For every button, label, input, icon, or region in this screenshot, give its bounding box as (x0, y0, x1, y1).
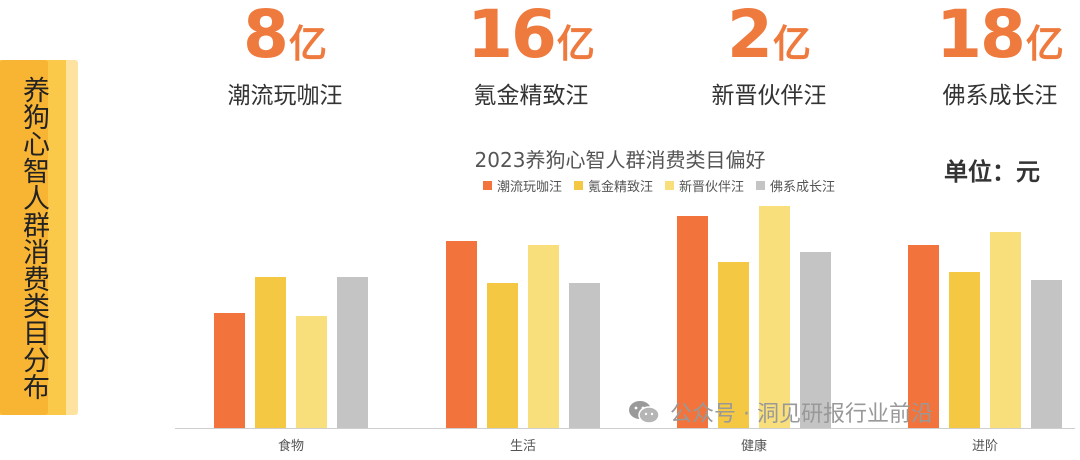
side-label-text: 养狗心智人群消费类目分布 (18, 76, 49, 400)
legend-swatch-1 (483, 180, 492, 190)
legend-swatch-3 (665, 180, 675, 190)
watermark-text: 公众号 · 洞见研报行业前沿 (670, 402, 933, 427)
kpi-2: 16亿 氪金精致汪 (421, 0, 641, 110)
side-band-inner (0, 60, 48, 415)
kpi-4-name: 佛系成长汪 (942, 83, 1058, 109)
legend-label-3: 新晋伙伴汪 (679, 179, 745, 195)
kpi-3: 2亿 新晋伙伴汪 (659, 0, 879, 110)
watermark: 公众号 · 洞见研报行业前沿 (628, 396, 933, 428)
bar-进阶-佛系成长汪 (1031, 280, 1062, 428)
x-tick-label: 进阶 (972, 439, 998, 454)
x-tick-label: 食物 (278, 438, 304, 454)
bar-进阶-新晋伙伴汪 (990, 232, 1021, 428)
legend-swatch-2 (574, 180, 584, 190)
kpi-3-name: 新晋伙伴汪 (711, 83, 827, 109)
bar-健康-佛系成长汪 (800, 252, 831, 428)
unit-label: 单位：元 (944, 158, 1040, 186)
bar-进阶-氪金精致汪 (949, 272, 980, 428)
legend-item-1: 潮流玩咖汪 (483, 176, 562, 195)
legend-item-3: 新晋伙伴汪 (665, 176, 744, 195)
bar-健康-氪金精致汪 (718, 262, 749, 428)
bar-生活-佛系成长汪 (569, 283, 600, 428)
bar-进阶-潮流玩咖汪 (908, 245, 939, 428)
kpi-2-name: 氪金精致汪 (473, 83, 589, 109)
kpi-4: 18亿 佛系成长汪 (890, 0, 1080, 110)
kpi-1-name: 潮流玩咖汪 (227, 83, 343, 109)
kpi-4-value: 18亿 (936, 0, 1064, 73)
bar-生活-新晋伙伴汪 (528, 245, 559, 428)
kpi-2-value: 16亿 (467, 0, 595, 73)
bar-生活-潮流玩咖汪 (446, 241, 477, 428)
wechat-icon (628, 399, 660, 425)
kpi-1: 8亿 潮流玩咖汪 (175, 0, 395, 110)
x-tick-label: 生活 (510, 439, 536, 454)
chart-title: 2023养狗心智人群消费类目偏好 (474, 148, 766, 172)
kpi-3-value: 2亿 (727, 0, 811, 73)
kpi-1-value: 8亿 (243, 0, 327, 73)
x-tick-label: 健康 (741, 438, 767, 454)
legend-label-4: 佛系成长汪 (770, 179, 836, 195)
legend-item-4: 佛系成长汪 (756, 176, 835, 195)
chart-legend: 潮流玩咖汪 氪金精致汪 新晋伙伴汪 佛系成长汪 (483, 176, 847, 195)
legend-item-2: 氪金精致汪 (574, 176, 653, 195)
bar-食物-氪金精致汪 (255, 277, 286, 428)
legend-label-1: 潮流玩咖汪 (497, 179, 563, 195)
side-label-block: 养狗心智人群消费类目分布 (0, 60, 78, 415)
legend-label-2: 氪金精致汪 (588, 179, 654, 195)
bar-健康-新晋伙伴汪 (759, 206, 790, 428)
bar-食物-潮流玩咖汪 (214, 313, 245, 428)
legend-swatch-4 (756, 180, 766, 190)
bar-健康-潮流玩咖汪 (677, 216, 708, 428)
bar-食物-佛系成长汪 (337, 277, 368, 428)
bar-生活-氪金精致汪 (487, 283, 518, 428)
bar-食物-新晋伙伴汪 (296, 316, 327, 428)
